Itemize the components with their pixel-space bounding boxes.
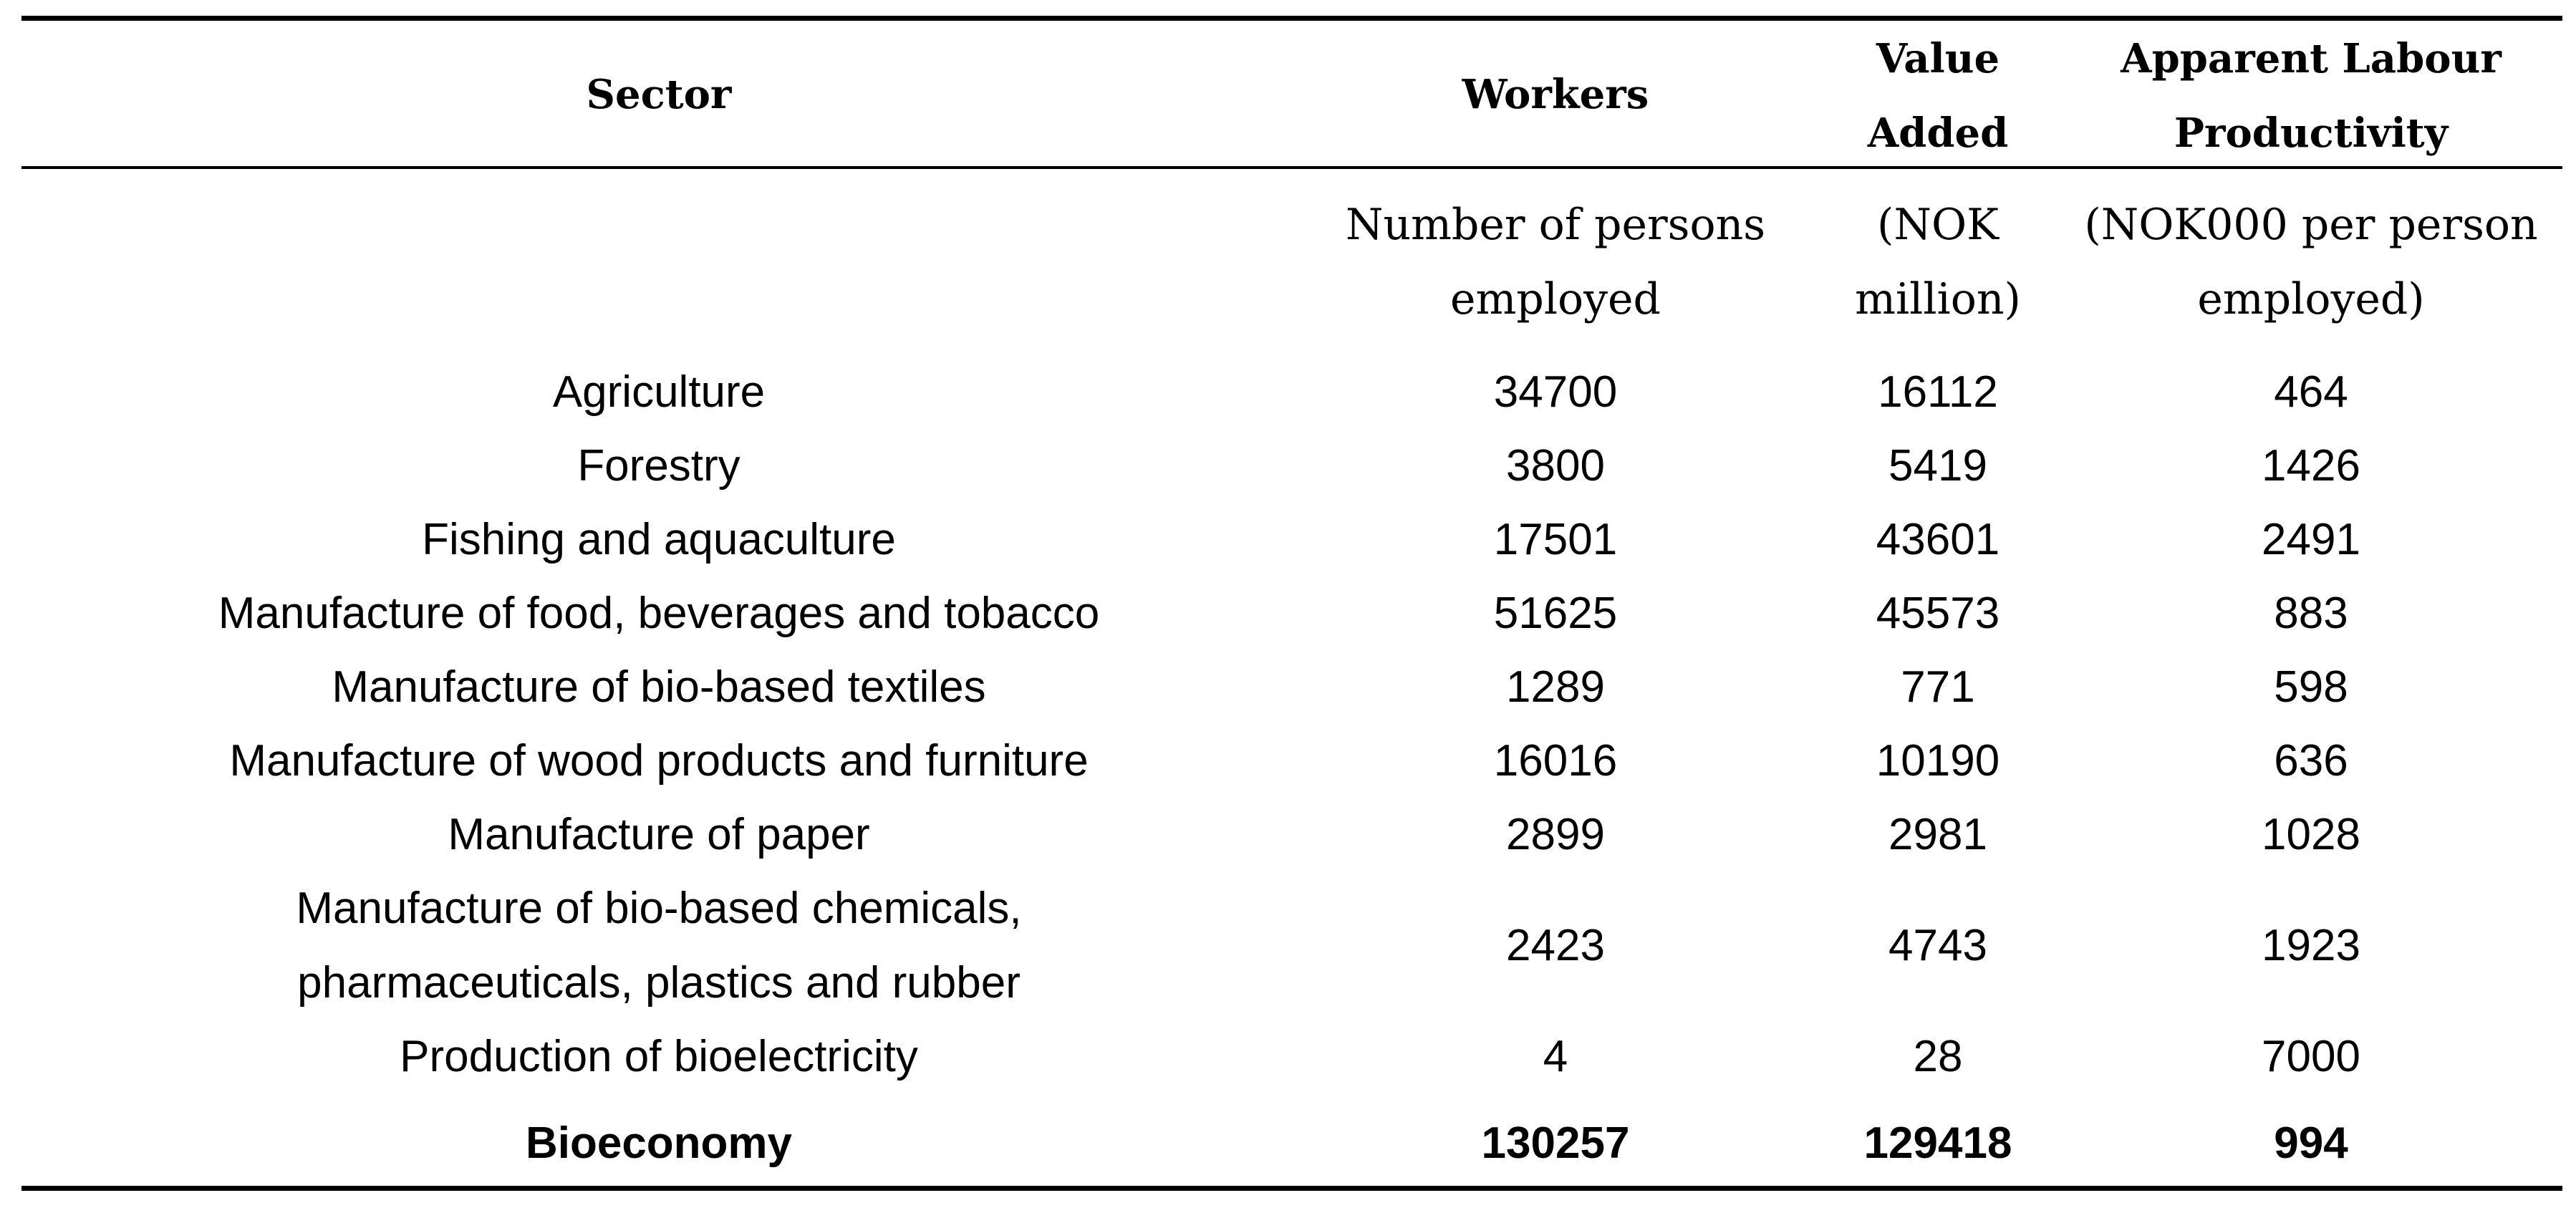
header-value-added: Value Added <box>1793 21 2083 170</box>
table-cell-sector: Manufacture of wood products and furnitu… <box>229 736 1089 786</box>
table-cell-sector: Manufacture of bio-based textiles <box>332 662 986 712</box>
unit-workers-line2: employed <box>1450 274 1661 324</box>
table-cell-value-added: 771 <box>1901 662 1975 712</box>
unit-productivity-line1: (NOK000 per person <box>2084 200 2538 250</box>
table-cell-value-added: 2981 <box>1888 810 1987 859</box>
table-cell-workers: 2899 <box>1506 810 1605 859</box>
table-cell-productivity: 7000 <box>2262 1032 2360 1081</box>
unit-productivity-line2: employed) <box>2197 274 2425 324</box>
total-cell-productivity: 994 <box>2274 1118 2348 1168</box>
table-cell-workers: 16016 <box>1493 736 1618 786</box>
table-cell-productivity: 636 <box>2274 736 2348 786</box>
header-productivity: Apparent Labour Productivity <box>2083 21 2539 170</box>
unit-workers-line1: Number of persons <box>1345 200 1766 250</box>
table-cell-productivity: 464 <box>2274 367 2348 417</box>
table-cell-productivity: 883 <box>2274 589 2348 638</box>
total-cell-sector: Bioeconomy <box>525 1118 793 1168</box>
table-cell-workers: 4 <box>1543 1032 1568 1081</box>
table-cell-value-added: 10190 <box>1876 736 2000 786</box>
table-cell-productivity: 1923 <box>2262 921 2360 970</box>
table-cell-productivity: 1028 <box>2262 810 2360 859</box>
unit-value-added: (NOK million) <box>1793 188 2083 337</box>
table-cell-workers: 34700 <box>1493 367 1618 417</box>
header-workers: Workers <box>1462 71 1649 118</box>
table-cell-sector-line2: pharmaceuticals, plastics and rubber <box>297 958 1021 1007</box>
table-cell-value-added: 16112 <box>1878 367 1998 417</box>
table-cell-workers: 17501 <box>1493 515 1618 564</box>
table-cell-sector: Manufacture of bio-based chemicals, phar… <box>29 871 1289 1020</box>
unit-value-added-line1: (NOK <box>1877 200 1999 250</box>
table-cell-workers: 2423 <box>1506 921 1605 970</box>
header-value-added-line1: Value <box>1876 35 2000 82</box>
table-cell-value-added: 45573 <box>1876 589 2000 638</box>
table-cell-sector: Fishing and aquaculture <box>422 515 896 564</box>
table-cell-productivity: 598 <box>2274 662 2348 712</box>
table-cell-value-added: 4743 <box>1888 921 1987 970</box>
table-cell-sector: Forestry <box>577 441 741 490</box>
table-cell-value-added: 5419 <box>1888 441 1987 490</box>
table-cell-sector-line1: Manufacture of bio-based chemicals, <box>296 884 1022 933</box>
table-cell-sector: Manufacture of food, beverages and tobac… <box>218 589 1100 638</box>
header-productivity-line1: Apparent Labour <box>2121 35 2502 82</box>
table-cell-value-added: 43601 <box>1876 515 2000 564</box>
table-cell-sector: Manufacture of paper <box>448 810 870 859</box>
unit-productivity: (NOK000 per person employed) <box>2083 188 2539 337</box>
total-cell-value-added: 129418 <box>1863 1118 2012 1168</box>
header-productivity-line2: Productivity <box>2174 110 2449 157</box>
table-cell-sector: Production of bioelectricity <box>400 1032 918 1081</box>
header-rule <box>21 166 2562 169</box>
total-cell-workers: 130257 <box>1481 1118 1630 1168</box>
header-value-added-line2: Added <box>1867 110 2009 157</box>
table-cell-productivity: 2491 <box>2262 515 2360 564</box>
top-rule <box>21 16 2562 21</box>
table-cell-workers: 3800 <box>1506 441 1605 490</box>
header-sector: Sector <box>586 71 732 118</box>
table-cell-productivity: 1426 <box>2262 441 2360 490</box>
table-cell-workers: 51625 <box>1493 589 1618 638</box>
bottom-rule <box>21 1186 2562 1191</box>
table-cell-sector: Agriculture <box>552 367 766 417</box>
table-cell-workers: 1289 <box>1506 662 1605 712</box>
unit-value-added-line2: million) <box>1855 274 2021 324</box>
unit-workers: Number of persons employed <box>1318 188 1793 337</box>
table-cell-value-added: 28 <box>1913 1032 1963 1081</box>
